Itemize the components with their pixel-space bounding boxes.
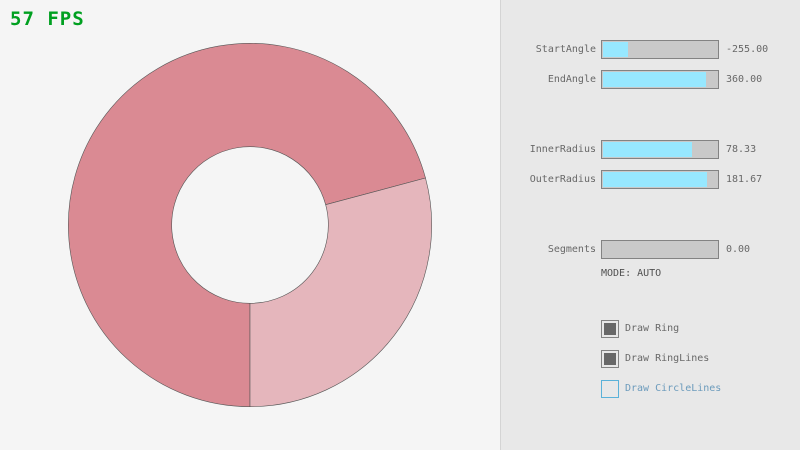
draw-ring-label[interactable]: Draw Ring: [625, 323, 680, 334]
ring-canvas: [68, 43, 432, 407]
start-angle-slider[interactable]: [601, 40, 719, 59]
outer-radius-slider[interactable]: [601, 170, 719, 189]
draw-ringlines-label[interactable]: Draw RingLines: [625, 353, 710, 364]
inner-radius-value: 78.33: [726, 144, 757, 155]
draw-ringlines-checkbox[interactable]: [601, 350, 619, 368]
slider-fill: [603, 172, 707, 187]
inner-radius-label: InnerRadius: [529, 144, 596, 155]
fps-counter: 57 FPS: [10, 8, 85, 30]
outer-radius-value: 181.67: [726, 174, 763, 185]
end-angle-value: 360.00: [726, 74, 763, 85]
segments-label: Segments: [547, 244, 596, 255]
start-angle-label: StartAngle: [535, 44, 596, 55]
ring-segment-secondary: [249, 177, 432, 407]
inner-radius-slider[interactable]: [601, 140, 719, 159]
slider-fill: [603, 42, 628, 57]
slider-fill: [603, 72, 706, 87]
slider-fill: [603, 142, 693, 157]
end-angle-label: EndAngle: [547, 74, 596, 85]
end-angle-slider[interactable]: [601, 70, 719, 89]
segments-value: 0.00: [726, 244, 751, 255]
draw-ring-checkbox[interactable]: [601, 320, 619, 338]
start-angle-value: -255.00: [726, 44, 769, 55]
mode-label: MODE: AUTO: [601, 268, 662, 279]
outer-radius-label: OuterRadius: [529, 174, 596, 185]
controls-panel: StartAngle -255.00 EndAngle 360.00 Inner…: [500, 0, 800, 450]
ring-segment-primary: [68, 43, 426, 407]
segments-slider[interactable]: [601, 240, 719, 259]
draw-circlelines-label[interactable]: Draw CircleLines: [625, 383, 722, 394]
draw-circlelines-checkbox[interactable]: [601, 380, 619, 398]
